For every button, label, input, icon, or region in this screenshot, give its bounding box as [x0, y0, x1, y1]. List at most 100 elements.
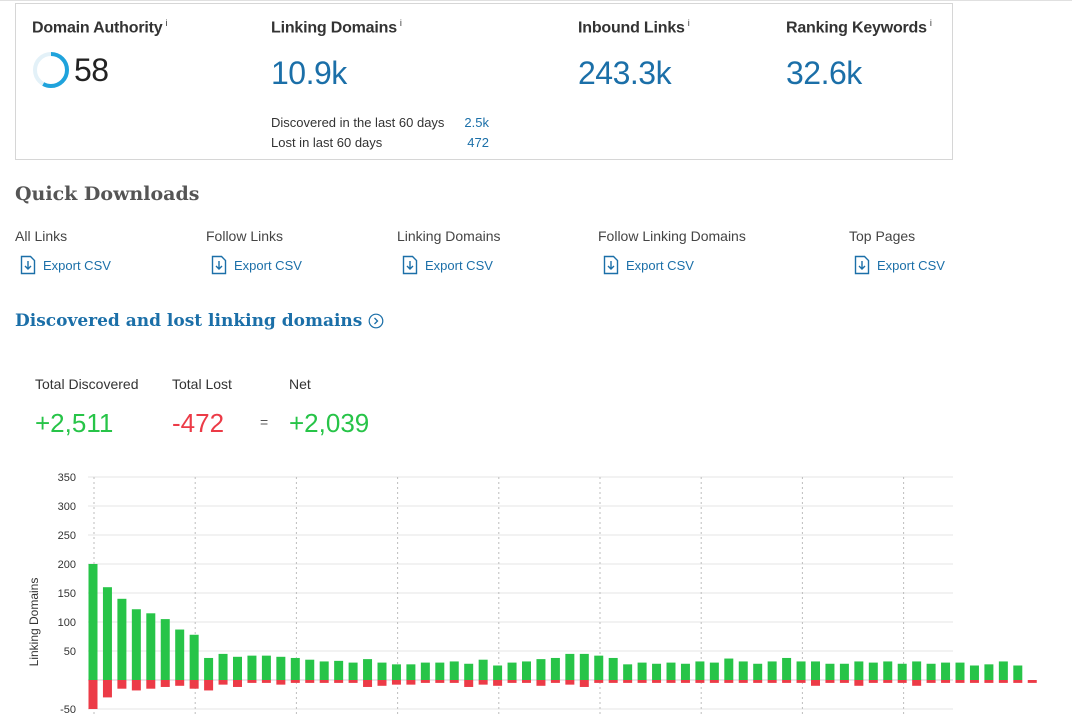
- discovered-bar[interactable]: [204, 657, 214, 680]
- discovered-bar[interactable]: [377, 662, 387, 680]
- discovered-bar[interactable]: [738, 661, 748, 680]
- discovered-bar[interactable]: [305, 659, 315, 680]
- lost-bar[interactable]: [1027, 680, 1037, 683]
- discovered-bar[interactable]: [493, 665, 503, 681]
- lost-bar[interactable]: [796, 680, 806, 683]
- lost-bar[interactable]: [146, 680, 156, 689]
- lost-bar[interactable]: [290, 680, 300, 683]
- info-icon[interactable]: i: [165, 18, 168, 28]
- lost-bar[interactable]: [984, 680, 994, 683]
- lost-bar[interactable]: [767, 680, 777, 683]
- lost-bar[interactable]: [565, 680, 575, 685]
- lost-bar[interactable]: [623, 680, 633, 683]
- export-csv-button[interactable]: Export CSV: [20, 255, 111, 275]
- info-icon[interactable]: i: [929, 18, 932, 28]
- lost-bar[interactable]: [449, 680, 459, 683]
- lost-bar[interactable]: [261, 680, 271, 683]
- lost-bar[interactable]: [88, 680, 98, 709]
- discovered-bar[interactable]: [695, 661, 705, 680]
- lost-bar[interactable]: [319, 680, 329, 683]
- discovered-bar[interactable]: [247, 655, 257, 680]
- export-csv-button[interactable]: Export CSV: [402, 255, 501, 275]
- discovered-bar[interactable]: [507, 662, 517, 680]
- discovered-bar[interactable]: [189, 634, 199, 680]
- info-icon[interactable]: i: [399, 18, 402, 28]
- discovered-bar[interactable]: [579, 653, 589, 680]
- lost-bar[interactable]: [738, 680, 748, 683]
- discovered-bar[interactable]: [724, 658, 734, 680]
- lost-bar[interactable]: [507, 680, 517, 683]
- lost-bar[interactable]: [854, 680, 864, 686]
- discovered-bar[interactable]: [883, 661, 893, 680]
- lost-bar[interactable]: [478, 680, 488, 685]
- discovered-bar[interactable]: [926, 663, 936, 680]
- discovered-bar[interactable]: [131, 609, 141, 680]
- discovered-bar[interactable]: [1013, 665, 1023, 681]
- lost-bar[interactable]: [897, 680, 907, 683]
- lost-bar[interactable]: [709, 680, 719, 683]
- discovered-bar[interactable]: [782, 657, 792, 680]
- chevron-circle-icon[interactable]: [368, 313, 384, 329]
- discovered-bar[interactable]: [941, 662, 951, 680]
- discovered-bar[interactable]: [912, 661, 922, 680]
- info-icon[interactable]: i: [687, 18, 690, 28]
- discovered-bar[interactable]: [290, 657, 300, 680]
- lost-bar[interactable]: [420, 680, 430, 683]
- discovered-bar[interactable]: [709, 662, 719, 680]
- discovered-bar[interactable]: [969, 665, 979, 681]
- discovered-bar[interactable]: [868, 662, 878, 680]
- discovered-bar[interactable]: [536, 659, 546, 680]
- lost-bar[interactable]: [391, 680, 401, 685]
- discovered-bar[interactable]: [666, 662, 676, 680]
- discovered-bar[interactable]: [102, 587, 112, 680]
- discovered-bar[interactable]: [218, 653, 228, 680]
- lost-bar[interactable]: [131, 680, 141, 691]
- discovered-bar[interactable]: [117, 598, 127, 680]
- lost-bar[interactable]: [680, 680, 690, 683]
- lost-bar[interactable]: [464, 680, 474, 687]
- discovered-bar[interactable]: [811, 661, 820, 680]
- discovered-bar[interactable]: [767, 661, 777, 680]
- discovered-bar[interactable]: [146, 613, 156, 680]
- discovered-bar[interactable]: [420, 662, 430, 680]
- discovered-bar[interactable]: [522, 661, 531, 680]
- discovered-bar[interactable]: [753, 663, 763, 680]
- lost-bar[interactable]: [839, 680, 849, 683]
- discovered-bar[interactable]: [897, 663, 907, 680]
- discovered-bar[interactable]: [348, 662, 358, 680]
- export-csv-button[interactable]: Export CSV: [854, 255, 945, 275]
- discovered-bar[interactable]: [175, 629, 185, 680]
- lost-bar[interactable]: [753, 680, 763, 683]
- export-csv-button[interactable]: Export CSV: [211, 255, 302, 275]
- discovered-bar[interactable]: [984, 664, 994, 680]
- lost-bar[interactable]: [998, 680, 1008, 683]
- lost-bar[interactable]: [435, 680, 445, 683]
- lost-bar[interactable]: [175, 680, 185, 686]
- discovered-bar[interactable]: [998, 661, 1008, 680]
- discovered-bar[interactable]: [652, 663, 662, 680]
- lost-bar[interactable]: [825, 680, 835, 683]
- discovered-bar[interactable]: [565, 653, 575, 680]
- lost-bar[interactable]: [233, 680, 242, 687]
- lost-value[interactable]: 472: [467, 134, 489, 150]
- lost-bar[interactable]: [522, 680, 531, 683]
- lost-bar[interactable]: [912, 680, 922, 686]
- lost-bar[interactable]: [883, 680, 893, 683]
- discovered-bar[interactable]: [334, 660, 344, 680]
- discovered-bar[interactable]: [955, 662, 965, 680]
- lost-bar[interactable]: [1013, 680, 1023, 683]
- lost-bar[interactable]: [406, 680, 416, 685]
- discovered-bar[interactable]: [435, 662, 445, 680]
- lost-bar[interactable]: [652, 680, 662, 683]
- discovered-bar[interactable]: [276, 656, 286, 680]
- discovered-bar[interactable]: [261, 655, 271, 680]
- discovered-bar[interactable]: [608, 657, 618, 680]
- lost-bar[interactable]: [247, 680, 257, 683]
- discovered-bar[interactable]: [233, 656, 242, 680]
- discovered-lost-title[interactable]: Discovered and lost linking domains: [15, 311, 384, 331]
- discovered-bar[interactable]: [854, 661, 864, 680]
- lost-bar[interactable]: [334, 680, 344, 683]
- discovered-bar[interactable]: [391, 664, 401, 680]
- lost-bar[interactable]: [594, 680, 604, 683]
- lost-bar[interactable]: [218, 680, 228, 685]
